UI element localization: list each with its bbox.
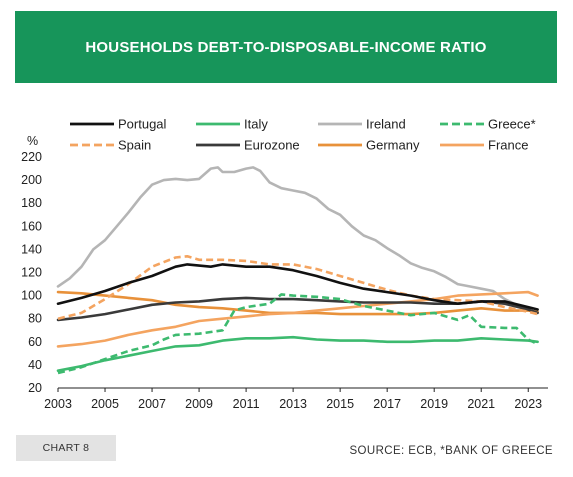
- y-tick-label: 220: [21, 150, 42, 164]
- x-tick-label: 2023: [514, 397, 542, 411]
- legend-label: Eurozone: [244, 138, 300, 153]
- series-line-greece: [57, 293, 536, 375]
- y-axis-unit-label: %: [27, 134, 38, 148]
- x-tick-label: 2011: [233, 397, 260, 411]
- series-line-spain: [57, 255, 538, 320]
- x-tick-label: 2013: [279, 397, 307, 411]
- x-tick-label: 2005: [91, 397, 119, 411]
- legend-label: Italy: [244, 117, 268, 132]
- series-line-portugal: [56, 263, 539, 311]
- legend-label: Ireland: [366, 117, 406, 132]
- legend-label: Spain: [118, 138, 151, 153]
- source-note: SOURCE: ECB, *BANK OF GREECE: [349, 445, 553, 457]
- chart-number-badge: CHART 8: [16, 435, 116, 461]
- x-tick-label: 2021: [467, 397, 495, 411]
- title-banner: HOUSEHOLDS DEBT-TO-DISPOSABLE-INCOME RAT…: [15, 11, 557, 83]
- x-tick-label: 2009: [185, 397, 213, 411]
- x-tick-label: 2007: [138, 397, 166, 411]
- y-tick-label: 20: [28, 381, 42, 395]
- y-tick-label: 180: [21, 196, 42, 210]
- y-tick-label: 80: [28, 312, 42, 326]
- y-tick-label: 160: [21, 219, 42, 233]
- x-tick-label: 2015: [326, 397, 354, 411]
- x-tick-label: 2003: [44, 397, 72, 411]
- chart-title: HOUSEHOLDS DEBT-TO-DISPOSABLE-INCOME RAT…: [85, 38, 487, 56]
- legend-label: France: [488, 138, 528, 153]
- x-tick-label: 2019: [420, 397, 448, 411]
- y-tick-label: 60: [28, 335, 42, 349]
- legend-label: Germany: [366, 138, 420, 153]
- series-line-france: [56, 290, 539, 348]
- y-tick-label: 40: [28, 358, 42, 372]
- y-tick-label: 100: [21, 289, 42, 303]
- series-line-italy: [56, 335, 539, 372]
- line-chart: % 20 40 60 80 100 120 140 160 180 200 220 2003 2005 20…: [21, 117, 548, 411]
- legend-label: Greece*: [488, 117, 536, 132]
- x-tick-label: 2017: [373, 397, 401, 411]
- series-line-ireland: [56, 166, 528, 311]
- chart-number-label: CHART 8: [42, 442, 90, 454]
- legend-label: Portugal: [118, 117, 167, 132]
- y-tick-label: 200: [21, 173, 42, 187]
- y-tick-label: 140: [21, 242, 42, 256]
- y-tick-label: 120: [21, 266, 42, 280]
